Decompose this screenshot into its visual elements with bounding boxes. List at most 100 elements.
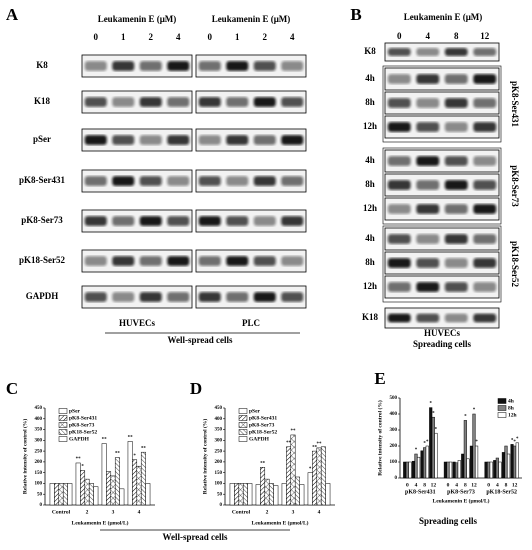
significance-label: * xyxy=(464,415,467,420)
significance-label: ** xyxy=(76,457,82,462)
blot-band xyxy=(416,122,440,132)
group-frame xyxy=(382,147,502,225)
bar xyxy=(307,472,313,506)
bar xyxy=(425,445,429,479)
x-tick-label: 12 xyxy=(471,482,477,488)
blot-strip xyxy=(384,173,500,197)
blot-band xyxy=(444,258,468,268)
legend-swatch xyxy=(497,398,507,404)
blot-band xyxy=(226,176,249,186)
x-tick-label: 4 xyxy=(415,482,418,488)
significance-label: ** xyxy=(286,441,292,446)
blot-strip xyxy=(81,285,193,309)
x-tick-label: 2 xyxy=(86,509,89,515)
blot-band xyxy=(444,313,468,323)
blot-band xyxy=(416,48,440,56)
blot-band xyxy=(139,216,162,226)
blot-band xyxy=(253,135,276,145)
group-label: pK8-Ser431 xyxy=(405,489,436,495)
blot-band xyxy=(84,176,107,186)
bar xyxy=(119,488,125,506)
bar xyxy=(54,483,60,506)
dose-label: 12 xyxy=(480,31,490,41)
caption: Spreading cells xyxy=(413,339,472,349)
blot-band xyxy=(226,97,249,107)
bar xyxy=(501,452,505,479)
legend-label: pK18-Ser52 xyxy=(249,429,277,435)
legend-swatch xyxy=(238,422,248,428)
blot-band xyxy=(112,216,135,226)
blot-strip xyxy=(384,197,500,221)
bar xyxy=(498,461,502,479)
blot-strip xyxy=(81,54,193,78)
blot-band xyxy=(281,97,304,107)
blot-band xyxy=(84,256,107,266)
blot-band xyxy=(444,98,468,108)
x-tick-label: 8 xyxy=(505,482,508,488)
bar xyxy=(238,483,244,506)
x-tick-label: 3 xyxy=(292,509,295,515)
time-label: 12h xyxy=(363,203,377,213)
x-axis-label: Leukamenin E (μmol/L) xyxy=(72,519,129,526)
blot-band xyxy=(84,61,107,71)
x-tick-label: 2 xyxy=(266,509,269,515)
blot-band xyxy=(416,204,440,214)
x-tick-label: 0 xyxy=(447,482,450,488)
x-tick-label: 8 xyxy=(464,482,467,488)
bar xyxy=(484,461,488,479)
bar xyxy=(417,456,421,479)
blot-band xyxy=(84,97,107,107)
dose-label: 4 xyxy=(176,32,181,42)
blot-band xyxy=(112,61,135,71)
bar xyxy=(431,416,435,479)
x-tick-label: 12 xyxy=(431,482,437,488)
blot-band xyxy=(281,135,304,145)
bar xyxy=(67,483,73,506)
y-axis-label: Relative intensity of control (%) xyxy=(376,400,383,476)
blot-band xyxy=(253,97,276,107)
blot-band xyxy=(281,292,304,302)
bar xyxy=(325,483,331,506)
blot-band xyxy=(139,135,162,145)
bar xyxy=(487,461,491,479)
bar xyxy=(510,444,514,479)
bar xyxy=(461,453,465,479)
time-label: 4h xyxy=(365,233,375,243)
x-tick-label: 4 xyxy=(318,509,321,515)
blot-band xyxy=(444,180,468,190)
row-label: pK8-Ser73 xyxy=(21,215,63,225)
y-tick-label: 50 xyxy=(37,492,43,497)
significance-label: ** xyxy=(102,438,108,443)
bar xyxy=(449,461,453,479)
bar xyxy=(507,453,511,479)
significance-label: * xyxy=(432,411,435,416)
bar xyxy=(110,475,116,506)
time-label: 8h xyxy=(365,179,375,189)
blot-strip xyxy=(81,128,193,152)
blot-band xyxy=(416,180,440,190)
blot-band xyxy=(473,98,497,108)
blot-band xyxy=(139,256,162,266)
x-tick-label: 4 xyxy=(496,482,499,488)
blot-band xyxy=(226,216,249,226)
legend-swatch xyxy=(58,422,68,428)
blot-band xyxy=(387,282,411,292)
blot-band xyxy=(226,292,249,302)
y-tick-label: 250 xyxy=(215,449,223,454)
blot-band xyxy=(473,180,497,190)
bar xyxy=(286,446,292,506)
bar xyxy=(469,445,473,479)
bar xyxy=(515,442,519,479)
legend-label: 4h xyxy=(508,398,514,404)
x-tick-label: Control xyxy=(52,509,71,515)
legend-swatch xyxy=(58,408,68,414)
blot-band xyxy=(198,61,221,71)
blot-band xyxy=(473,282,497,292)
bar xyxy=(495,457,499,479)
y-tick-label: 150 xyxy=(35,471,43,476)
time-label: 12h xyxy=(363,121,377,131)
blot-band xyxy=(226,256,249,266)
blot-band xyxy=(387,204,411,214)
blot-strip xyxy=(195,128,307,152)
bar xyxy=(489,461,493,479)
